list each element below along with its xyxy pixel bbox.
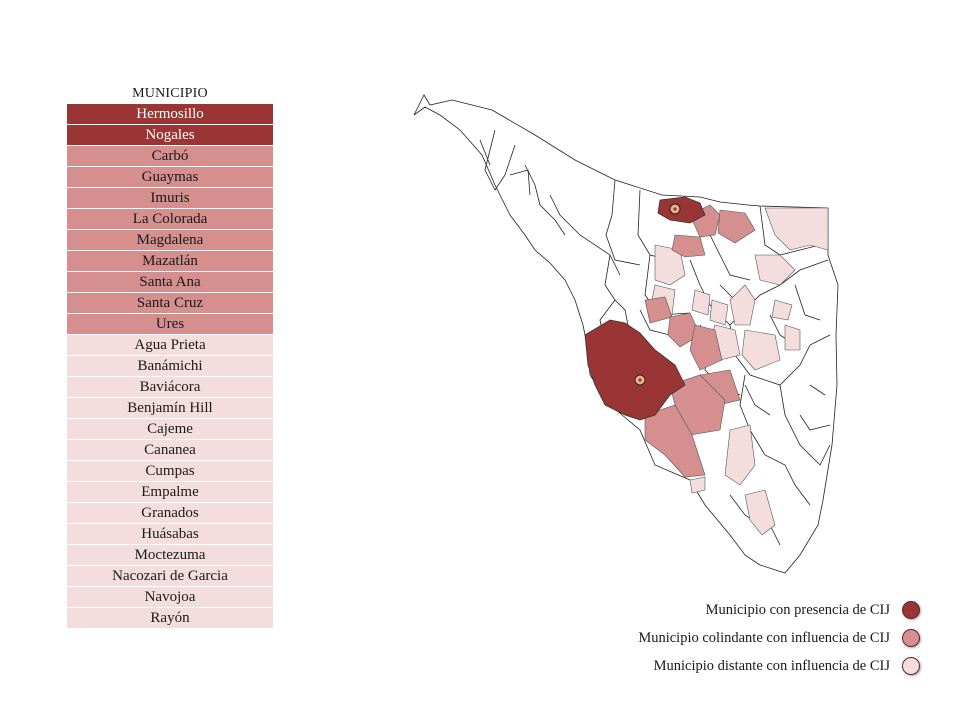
table-row: Banámichi [67, 356, 273, 377]
table-row: Empalme [67, 482, 273, 503]
table-row: Huásabas [67, 524, 273, 545]
map-legend: Municipio con presencia de CIJ Municipio… [560, 596, 920, 680]
region-rayon [691, 289, 711, 316]
table-row: Hermosillo [67, 104, 273, 125]
region-santa-cruz [717, 209, 756, 244]
legend-presence-swatch [902, 601, 920, 619]
table-row: Cajeme [67, 419, 273, 440]
table-row: Magdalena [67, 230, 273, 251]
legend-adjacent-label: Municipio colindante con influencia de C… [638, 629, 890, 646]
sonora-map [413, 94, 839, 574]
table-row: Agua Prieta [67, 335, 273, 356]
table-row: La Colorada [67, 209, 273, 230]
table-row: Santa Cruz [67, 293, 273, 314]
table-rows: Hermosillo Nogales Carbó Guaymas Imuris La Co… [67, 104, 273, 629]
table-row: Granados [67, 503, 273, 524]
legend-presence-label: Municipio con presencia de CIJ [705, 601, 890, 618]
region-moctezuma [741, 329, 781, 371]
table-header: MUNICIPIO [132, 86, 208, 101]
table-row: Mazatlán [67, 251, 273, 272]
legend-distant-swatch [902, 657, 920, 675]
region-agua-prieta [764, 207, 829, 251]
region-ures [689, 324, 723, 371]
region-hermosillo [584, 319, 686, 421]
table-row: Ures [67, 314, 273, 335]
region-navojoa [744, 489, 776, 536]
legend-adjacent: Municipio colindante con influencia de C… [560, 624, 920, 652]
table-row: Guaymas [67, 167, 273, 188]
region-huasabas [784, 324, 801, 351]
region-magdalena [671, 234, 706, 258]
region-cajeme [724, 424, 756, 486]
table-row: Imuris [67, 188, 273, 209]
legend-adjacent-swatch [902, 629, 920, 647]
region-baviacora [709, 299, 729, 326]
region-guaymas [644, 404, 706, 478]
region-nacozari [754, 254, 796, 286]
legend-presence: Municipio con presencia de CIJ [560, 596, 920, 624]
table-row: Cumpas [67, 461, 273, 482]
table-row: Benjamín Hill [67, 398, 273, 419]
table-row: Baviácora [67, 377, 273, 398]
table-row: Moctezuma [67, 545, 273, 566]
table-row: Rayón [67, 608, 273, 629]
state-outline [413, 94, 839, 574]
region-granados [771, 299, 793, 321]
table-row: Nogales [67, 125, 273, 146]
table-row: Nacozari de Garcia [67, 566, 273, 587]
legend-distant: Municipio distante con influencia de CIJ [560, 652, 920, 680]
table-row: Cananea [67, 440, 273, 461]
table-row: Navojoa [67, 587, 273, 608]
legend-distant-label: Municipio distante con influencia de CIJ [653, 657, 890, 674]
table-row: Santa Ana [67, 272, 273, 293]
table-row: Carbó [67, 146, 273, 167]
region-banamichi [729, 284, 756, 326]
cij-marker-icon [634, 203, 681, 386]
region-empalme [689, 476, 706, 494]
municipio-table: MUNICIPIO Hermosillo Nogales Carbó Guaymas I… [67, 84, 273, 629]
region-nogales [657, 196, 706, 224]
